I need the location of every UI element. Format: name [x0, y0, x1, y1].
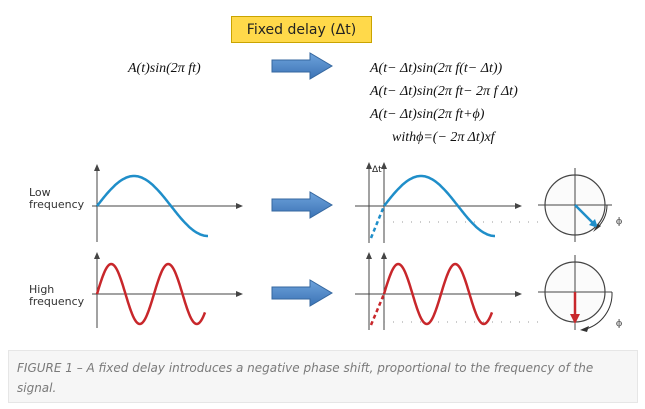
output-formula-4: withϕ=(− 2π Δt)xf: [392, 130, 495, 145]
low-output-plot: [355, 162, 545, 243]
low-label-line2: frequency: [29, 198, 85, 211]
low-output-wave: [383, 174, 495, 238]
caption-line1: FIGURE 1 – A fixed delay introduces a ne…: [17, 361, 594, 375]
low-phi: ϕ: [616, 217, 622, 227]
high-output-dashed: [369, 293, 386, 326]
figure-caption: FIGURE 1 – A fixed delay introduces a ne…: [8, 350, 638, 403]
high-label-line1: High: [29, 283, 55, 296]
low-output-dashed: [369, 205, 386, 239]
low-input-wave: [96, 174, 208, 238]
low-frequency-label: Low frequency: [29, 187, 84, 211]
high-output-plot: [355, 252, 545, 330]
low-label-line1: Low: [29, 186, 51, 199]
output-formula-3: A(t− Δt)sin(2π ft+ϕ): [370, 107, 485, 122]
input-formula: A(t)sin(2π ft): [128, 61, 201, 76]
high-input-wave: [95, 262, 207, 326]
figure: Δt ϕ ϕ Fixed delay (Δt) A(t)sin(2π ft) A…: [29, 16, 622, 332]
output-formula-2: A(t− Δt)sin(2π ft− 2π f Δt): [370, 84, 518, 99]
delay-label: Δt: [372, 165, 382, 175]
output-formula-1: A(t− Δt)sin(2π f(t− Δt)): [370, 61, 503, 76]
caption-line2: signal.: [17, 381, 57, 395]
high-frequency-label: High frequency: [29, 284, 84, 308]
high-phasor: ϕ: [538, 255, 622, 332]
header-label: Fixed delay (Δt): [231, 16, 372, 43]
high-arrow: [271, 279, 333, 307]
high-input-plot: [92, 252, 243, 328]
low-arrow: [271, 191, 333, 219]
low-input-plot: [92, 164, 243, 242]
high-phi: ϕ: [616, 319, 622, 329]
high-output-wave: [382, 262, 494, 326]
top-arrow: [271, 52, 333, 80]
figure-canvas: Δt ϕ ϕ: [92, 52, 622, 332]
low-phasor: ϕ: [538, 168, 622, 242]
high-label-line2: frequency: [29, 295, 85, 308]
